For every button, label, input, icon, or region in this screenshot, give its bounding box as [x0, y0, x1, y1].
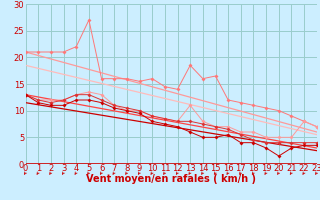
X-axis label: Vent moyen/en rafales ( km/h ): Vent moyen/en rafales ( km/h ) [86, 174, 256, 184]
